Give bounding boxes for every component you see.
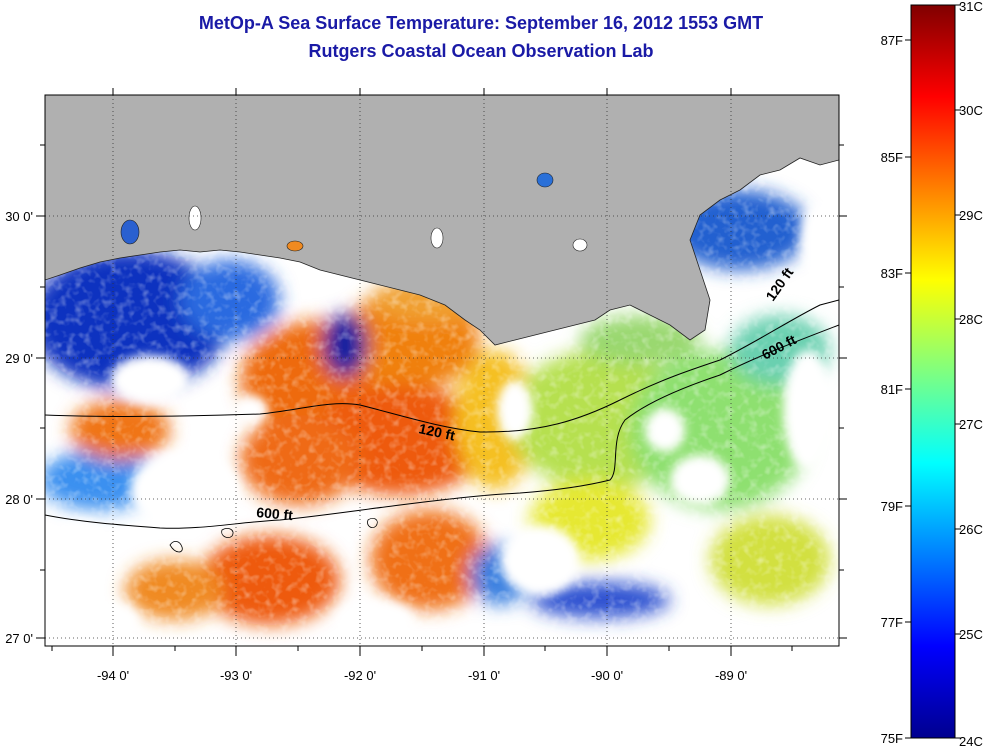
map-subtitle: Rutgers Coastal Ocean Observation Lab [308,41,654,61]
contour-label: 600 ft [256,504,294,523]
lake [120,219,140,245]
lake [536,172,554,188]
lon-tick-label: -93 0' [220,668,252,683]
fahrenheit-label: 79F [881,499,903,514]
fahrenheit-label: 83F [881,266,903,281]
contour-label: 120 ft [417,420,456,443]
celsius-label: 28C [959,312,983,327]
lake [188,205,202,231]
celsius-label: 31C [959,0,983,14]
celsius-label: 24C [959,734,983,749]
lake [572,238,588,252]
lon-tick-label: -94 0' [97,668,129,683]
celsius-label: 25C [959,627,983,642]
colorbar [910,4,956,739]
colorbar-ticks [905,4,961,739]
map-grid [45,95,839,646]
celsius-label: 30C [959,103,983,118]
lat-tick-label: 30 0' [5,209,33,224]
lon-tick-label: -89 0' [715,668,747,683]
colorbar-celsius-labels: 31C 30C 29C 28C 27C 26C 25C 24C [959,0,983,749]
lat-tick-label: 29 0' [5,351,33,366]
colorbar-fahrenheit-labels: 87F 85F 83F 81F 79F 77F 75F [881,33,903,746]
map-title: MetOp-A Sea Surface Temperature: Septemb… [198,13,764,33]
celsius-label: 26C [959,522,983,537]
contour-120ft [45,299,839,433]
fahrenheit-label: 85F [881,150,903,165]
plot-frame [44,94,840,647]
sst-field: 120 ft 600 ft 600 ft 120 ft [45,95,839,646]
lon-tick-label: -90 0' [591,668,623,683]
fahrenheit-label: 81F [881,382,903,397]
lat-tick-label: 27 0' [5,631,33,646]
celsius-label: 29C [959,208,983,223]
lat-tick-label: 28 0' [5,492,33,507]
lon-tick-label: -92 0' [344,668,376,683]
fahrenheit-label: 75F [881,731,903,746]
contour-600ft [45,324,839,529]
lon-tick-label: -91 0' [468,668,500,683]
lake [286,240,304,252]
contour-600ft-loop [169,518,378,553]
land-mass [45,95,839,346]
celsius-label: 27C [959,417,983,432]
lake [430,227,444,249]
fahrenheit-label: 87F [881,33,903,48]
fahrenheit-label: 77F [881,615,903,630]
axis-ticks [36,88,847,656]
